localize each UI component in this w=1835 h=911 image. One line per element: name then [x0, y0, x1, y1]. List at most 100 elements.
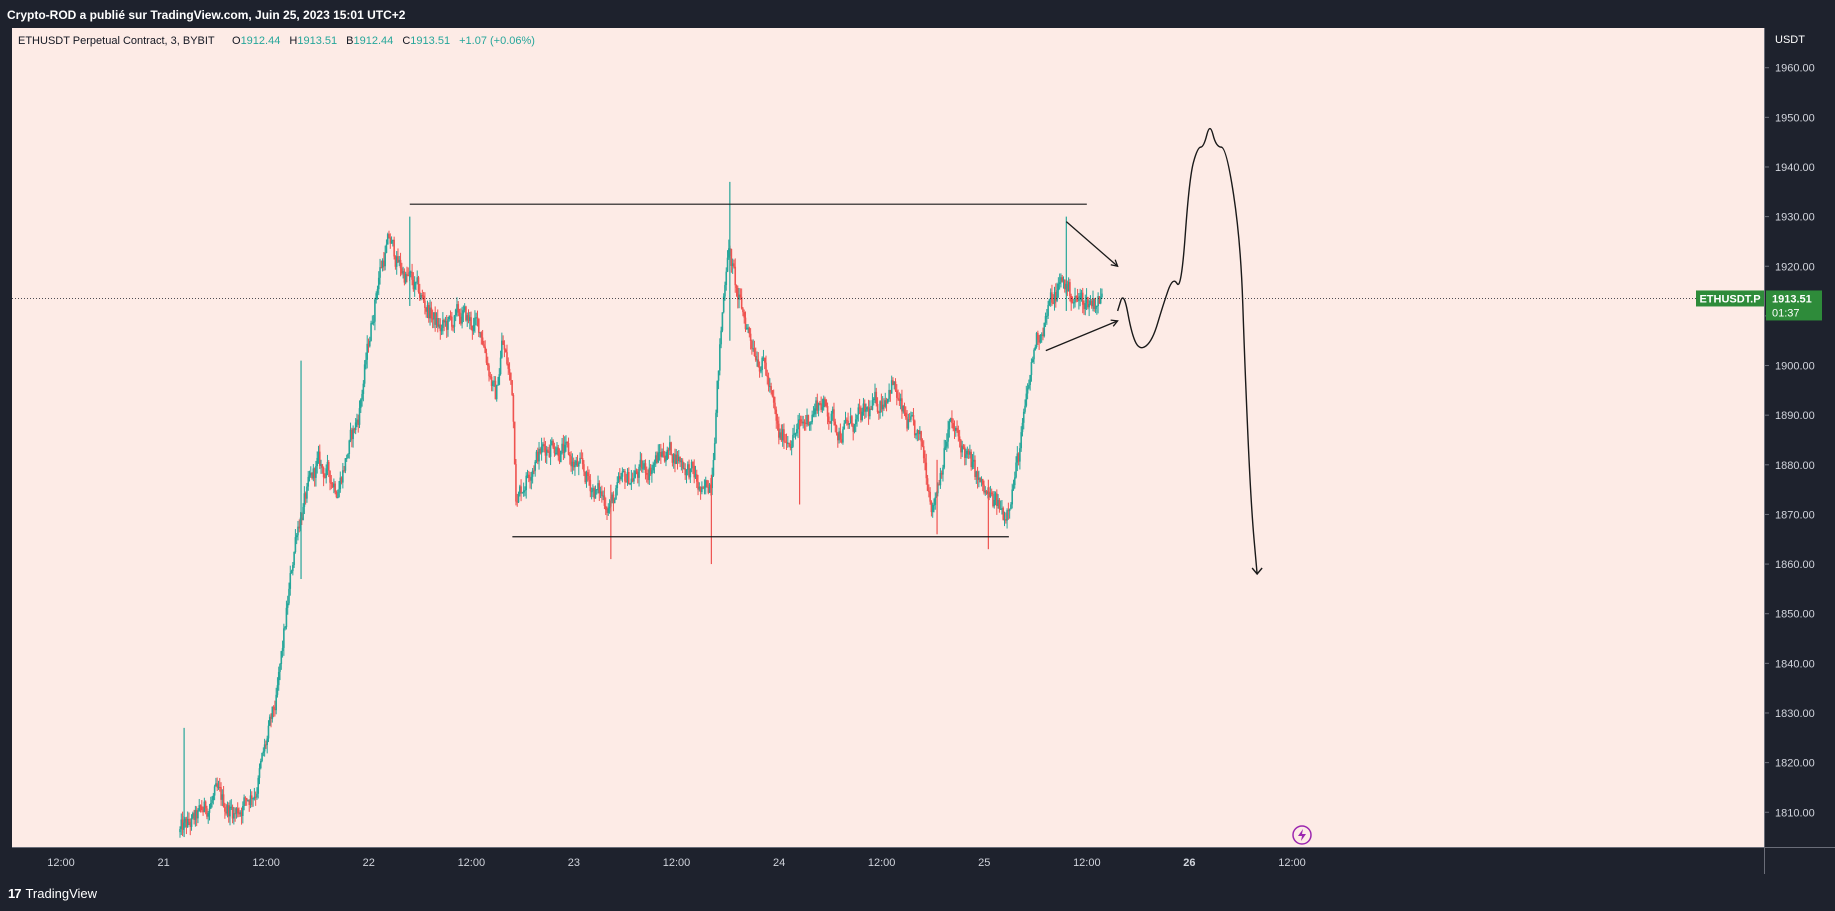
candle-body [817, 403, 820, 411]
candle-body [1081, 292, 1084, 305]
candle-body [545, 449, 548, 456]
y-tick-label: 1860.00 [1775, 559, 1815, 571]
candle-body [730, 248, 733, 266]
y-tick-label: 1880.00 [1775, 460, 1815, 472]
candle-body [1093, 298, 1096, 309]
candle-body [852, 425, 854, 432]
candle-body [274, 709, 276, 711]
candle-body [963, 447, 966, 458]
candle-body [790, 446, 793, 449]
candle-body [520, 486, 522, 494]
candle-body [781, 429, 784, 441]
candle-body [698, 486, 701, 490]
candle-body [1001, 508, 1003, 510]
candle-body [749, 333, 752, 341]
projection-path [1116, 127, 1258, 575]
candle-body [707, 487, 710, 493]
candle-body [1052, 302, 1055, 304]
candle-body [411, 271, 413, 280]
candle-body [497, 384, 499, 386]
candle-body [367, 343, 370, 347]
tradingview-logo[interactable]: 17 TradingView [8, 886, 97, 901]
candle-body [598, 483, 601, 494]
candle-body [440, 328, 443, 332]
candle-body [858, 407, 861, 409]
candle-body [339, 477, 342, 490]
candle-body [822, 398, 825, 408]
candle-body [435, 318, 438, 325]
candle-body [340, 477, 343, 483]
candle-body [430, 307, 433, 319]
candle-body [507, 363, 510, 369]
candle-body [1039, 335, 1042, 343]
candle-body [586, 472, 589, 476]
candle-body [647, 474, 649, 481]
candle-body [692, 461, 694, 466]
candle-body [351, 429, 353, 440]
candle-body [466, 315, 469, 321]
candle-body [290, 571, 293, 574]
candle-body [224, 806, 226, 812]
candle-body [693, 465, 695, 478]
candle-body [515, 464, 517, 502]
candle-body [530, 476, 533, 481]
candle-body [590, 491, 593, 493]
candle-body [694, 474, 697, 478]
candle-body [579, 457, 581, 464]
candle-body [585, 472, 588, 483]
candle-body [540, 446, 543, 454]
lightning-icon[interactable] [1292, 825, 1312, 845]
candle-body [184, 818, 186, 823]
candle-body [621, 471, 624, 477]
candle-body [212, 795, 215, 801]
candle-body [503, 344, 506, 350]
candle-body [434, 312, 436, 325]
candle-body [806, 414, 808, 424]
candle-body [662, 451, 665, 456]
candle-body [597, 483, 599, 490]
candle-body [767, 376, 770, 387]
legend-close-label: C [402, 35, 410, 47]
candle-body [215, 783, 217, 787]
candle-body [966, 450, 969, 455]
candle-body [539, 449, 542, 454]
candle-body [884, 400, 887, 407]
candle-body [994, 493, 997, 500]
candle-body [553, 447, 556, 454]
candle-body [588, 475, 590, 480]
candle-body [1043, 322, 1046, 337]
candle-body [1013, 477, 1016, 486]
candle-body [424, 300, 426, 308]
candle-body [308, 475, 311, 477]
candle-body [701, 487, 703, 493]
candle-body [681, 460, 684, 469]
candle-body [993, 499, 996, 507]
candle-body [721, 312, 724, 331]
candle-body [190, 817, 193, 827]
candle-body [960, 440, 962, 453]
candle-body [465, 306, 467, 321]
candle-body [343, 470, 345, 472]
candle-body [397, 256, 399, 263]
candle-body [439, 324, 442, 332]
candle-body [231, 806, 234, 819]
candle-body [275, 694, 277, 711]
candle-body [569, 454, 571, 457]
candle-body [342, 470, 344, 483]
candle-body [619, 476, 621, 480]
candle-body [997, 499, 999, 507]
candle-body [648, 467, 651, 481]
candle-body [763, 357, 766, 363]
candle-body [236, 808, 239, 814]
candle-body [412, 279, 415, 290]
candle-body [216, 783, 218, 788]
candle-body [1048, 299, 1051, 306]
x-tick-label: 21 [157, 857, 169, 869]
chart-container[interactable]: ETHUSDT Perpetual Contract, 3, BYBIT O19… [12, 28, 1835, 874]
candle-body [181, 819, 184, 830]
price-chart[interactable]: ETHUSDT Perpetual Contract, 3, BYBIT O19… [12, 28, 1835, 874]
candle-body [251, 795, 253, 799]
candle-body [813, 408, 816, 415]
candle-body [404, 273, 407, 283]
candle-body [312, 468, 315, 479]
